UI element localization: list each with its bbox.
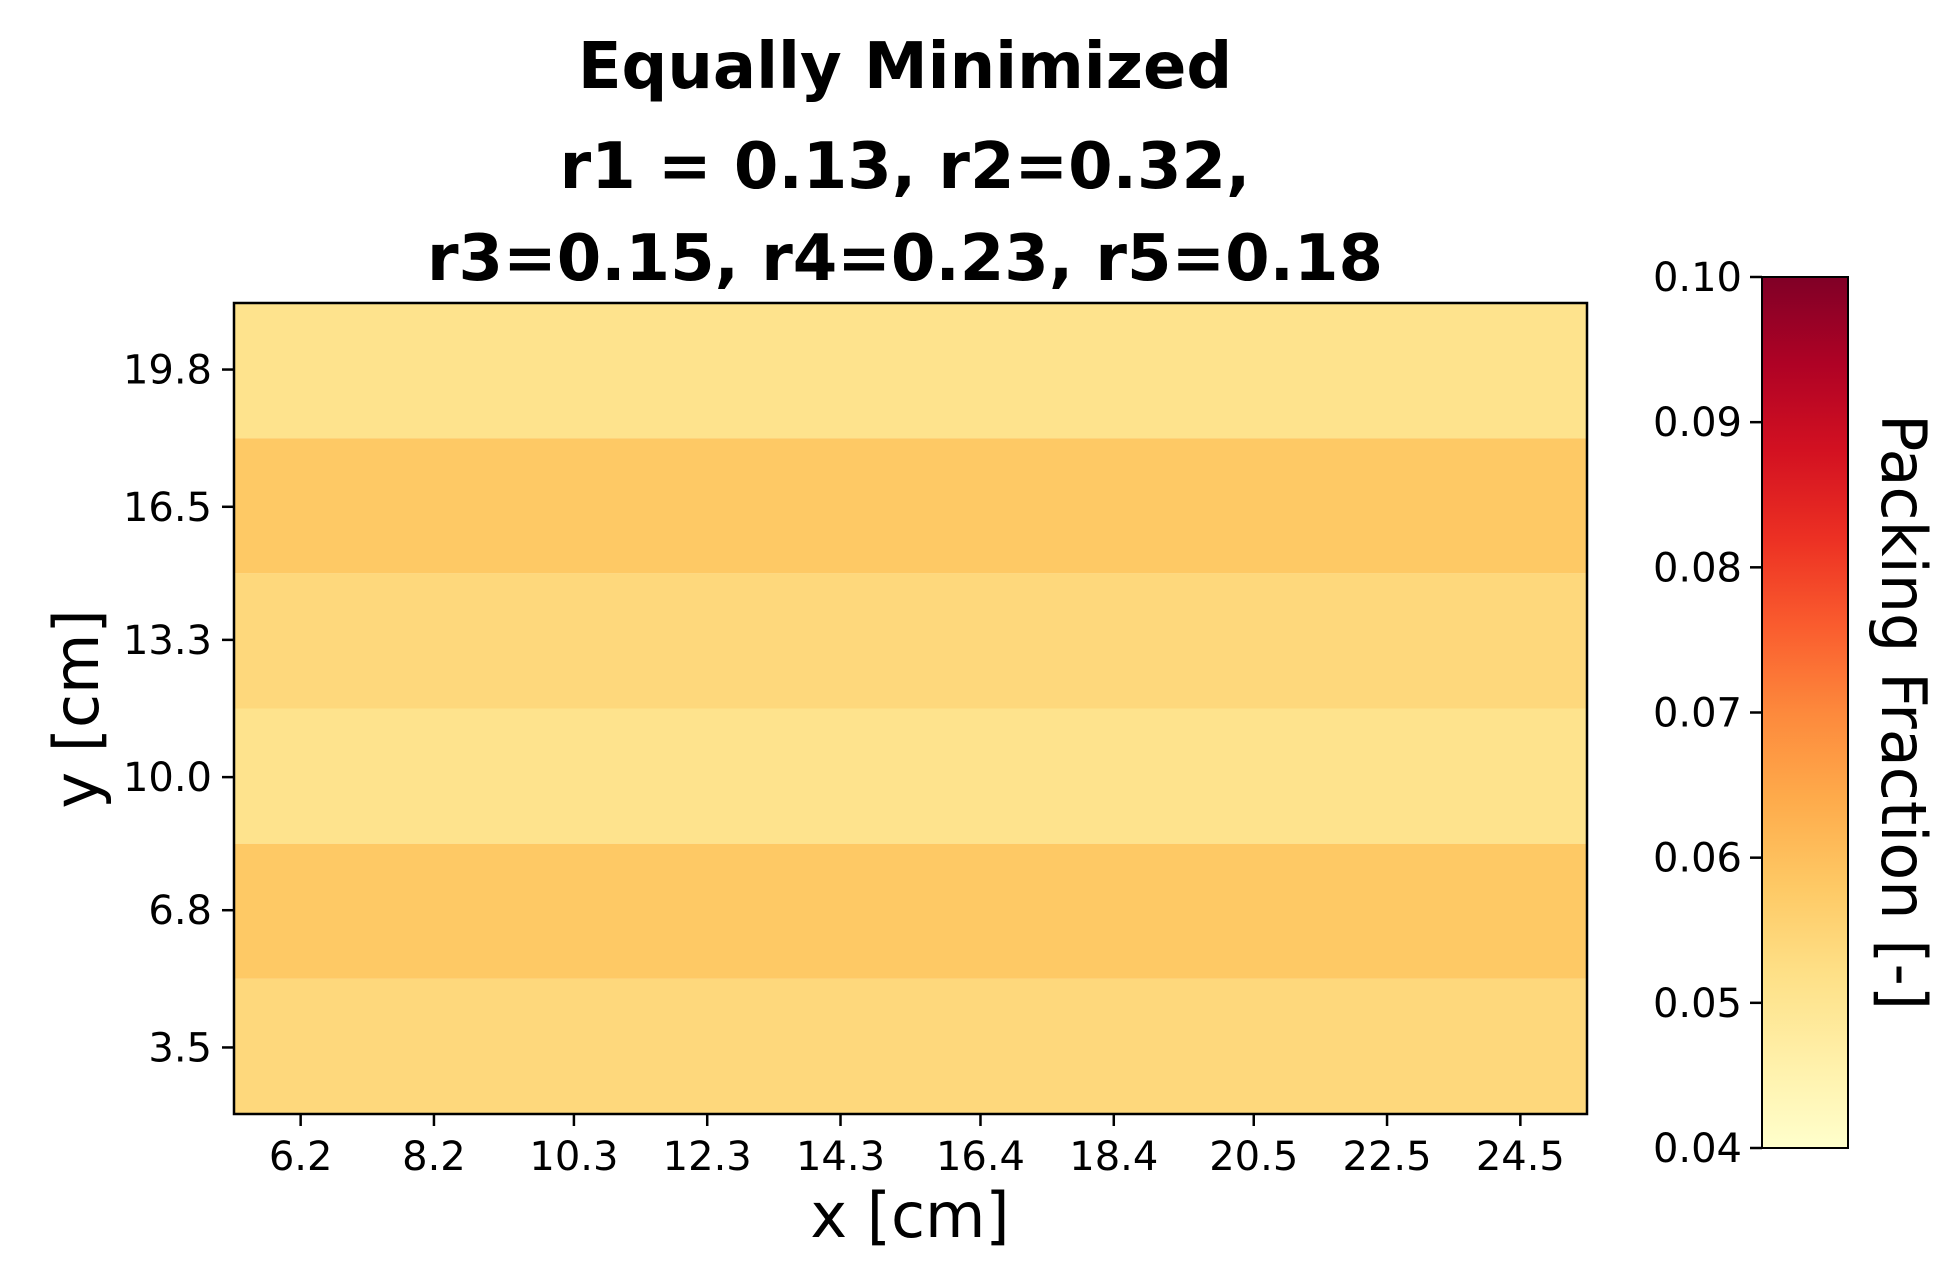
x-tick-label: 14.3	[796, 1134, 885, 1180]
x-tick-label: 12.3	[663, 1134, 752, 1180]
y-tick-label: 16.5	[123, 485, 212, 531]
chart-title-line-3: r3=0.15, r4=0.23, r5=0.18	[427, 222, 1383, 296]
colorbar-tick-label: 0.05	[1653, 981, 1742, 1027]
x-tick-label: 24.5	[1476, 1134, 1565, 1180]
x-tick-label: 18.4	[1069, 1134, 1158, 1180]
colorbar-tick-label: 0.06	[1653, 836, 1742, 882]
chart-title-line-2: r1 = 0.13, r2=0.32,	[560, 130, 1251, 204]
heatmap-band	[234, 573, 1587, 709]
plot-frame	[232, 301, 1589, 1116]
y-tick-label: 3.5	[148, 1025, 212, 1071]
x-tick-label: 10.3	[529, 1134, 618, 1180]
colorbar-tick-label: 0.04	[1653, 1126, 1742, 1172]
x-axis-label: x [cm]	[810, 1179, 1009, 1252]
heatmap-band	[234, 843, 1587, 979]
y-tick-label: 13.3	[123, 618, 212, 664]
y-tick-label: 19.8	[123, 348, 212, 394]
colorbar	[1761, 276, 1849, 1149]
chart-title-line-1: Equally Minimized	[578, 30, 1232, 104]
colorbar-tick-label: 0.08	[1653, 545, 1742, 591]
colorbar-label: Packing Fraction [-]	[1867, 414, 1940, 1010]
heatmap-band	[234, 978, 1587, 1114]
heatmap-band	[234, 303, 1587, 439]
y-tick-label: 6.8	[148, 888, 212, 934]
x-axis-ticks: 6.2 8.2 10.3 12.3 14.3 16.4 18.4 20.5 22.5 24.5	[269, 1114, 1565, 1180]
colorbar-tick-label: 0.10	[1653, 255, 1742, 301]
heatmap-bands	[234, 303, 1587, 1114]
colorbar-tick-label: 0.07	[1653, 691, 1742, 737]
y-axis-ticks: 19.8 16.5 13.3 10.0 6.8 3.5	[123, 348, 234, 1071]
x-tick-label: 20.5	[1209, 1134, 1298, 1180]
x-tick-label: 22.5	[1343, 1134, 1432, 1180]
x-tick-label: 8.2	[402, 1134, 466, 1180]
heatmap-band	[234, 708, 1587, 844]
heatmap-band	[234, 438, 1587, 574]
x-tick-label: 16.4	[936, 1134, 1025, 1180]
colorbar-ticks: 0.10 0.09 0.08 0.07 0.06 0.05 0.04	[1653, 255, 1762, 1172]
y-axis-label: y [cm]	[40, 609, 113, 808]
colorbar-tick-label: 0.09	[1653, 400, 1742, 446]
x-tick-label: 6.2	[269, 1134, 333, 1180]
y-tick-label: 10.0	[123, 755, 212, 801]
